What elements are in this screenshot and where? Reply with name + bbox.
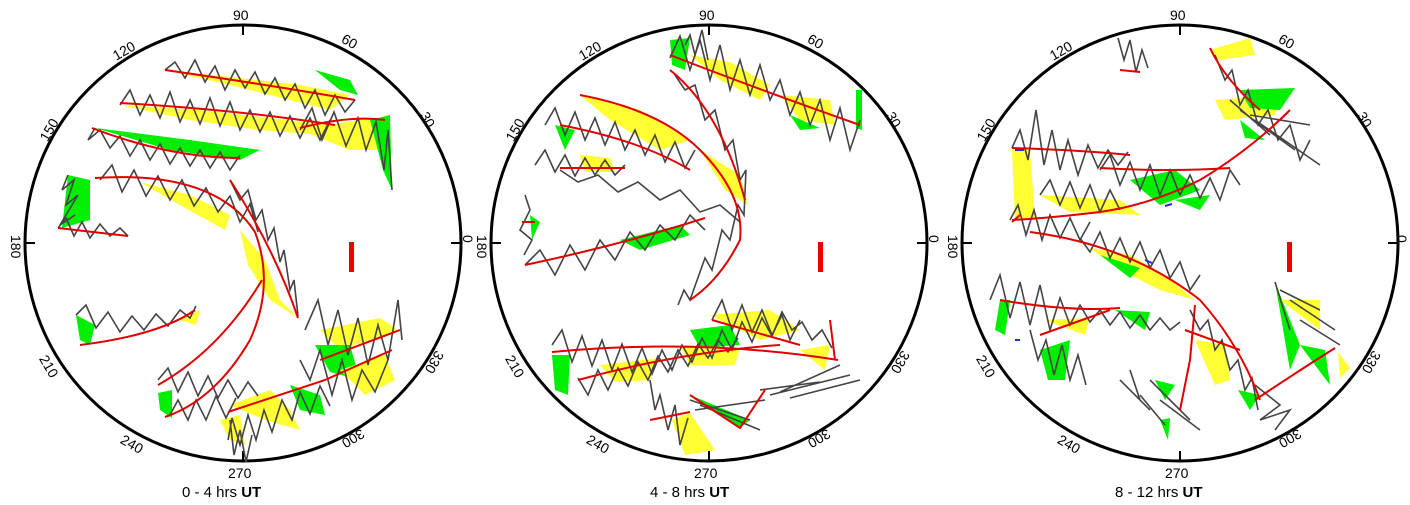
track-lines (522, 54, 861, 430)
label-270: 270 (1165, 465, 1189, 481)
tick-marks (962, 25, 1398, 461)
label-330: 330 (1359, 348, 1385, 376)
panel-caption: 8 - 12 hrs UT (1115, 484, 1203, 501)
label-300: 300 (1276, 426, 1304, 452)
label-90: 90 (699, 7, 715, 23)
polar-ring (960, 23, 1400, 463)
label-60: 60 (805, 30, 827, 52)
label-0: 0 (1394, 235, 1410, 243)
degree-labels: 90 60 30 0 330 300 270 240 210 180 150 1… (474, 7, 942, 481)
label-30: 30 (1354, 109, 1376, 131)
label-270: 270 (228, 465, 252, 481)
fills (62, 70, 398, 445)
label-300: 300 (339, 426, 367, 452)
label-90: 90 (233, 7, 249, 23)
scale-bar (1287, 242, 1292, 272)
label-60: 60 (1276, 30, 1298, 52)
fluctuation-traces (57, 58, 403, 463)
label-0: 0 (460, 235, 476, 243)
label-30: 30 (417, 109, 439, 131)
panel-0-4ut: 90 60 30 0 330 300 270 240 210 180 150 1… (8, 7, 476, 501)
label-30: 30 (883, 109, 905, 131)
label-60: 60 (339, 30, 361, 52)
label-330: 330 (422, 348, 448, 376)
label-270: 270 (694, 465, 718, 481)
degree-labels: 90 60 30 0 330 300 270 240 210 180 150 1… (945, 7, 1410, 481)
label-180: 180 (474, 235, 490, 259)
label-120: 120 (110, 38, 138, 64)
label-180: 180 (945, 235, 961, 259)
fluctuation-traces (519, 29, 861, 446)
scale-bar (349, 242, 354, 272)
label-120: 120 (1047, 38, 1075, 64)
panel-caption: 4 - 8 hrs UT (650, 484, 729, 501)
label-120: 120 (576, 38, 604, 64)
panel-4-8ut: 90 60 30 0 330 300 270 240 210 180 150 1… (474, 7, 942, 501)
panel-8-12ut: 90 60 30 0 330 300 270 240 210 180 150 1… (945, 7, 1410, 501)
tick-marks (491, 25, 927, 461)
label-90: 90 (1170, 7, 1186, 23)
label-330: 330 (888, 348, 914, 376)
track-lines (57, 69, 401, 418)
track-lines (999, 47, 1336, 411)
label-300: 300 (805, 426, 833, 452)
fills (995, 38, 1350, 440)
scale-bar (818, 242, 823, 272)
label-150: 150 (973, 115, 999, 143)
tick-marks (25, 25, 461, 461)
panel-caption: 0 - 4 hrs UT (182, 484, 261, 501)
label-0: 0 (926, 235, 942, 243)
label-150: 150 (502, 115, 528, 143)
label-180: 180 (8, 235, 24, 259)
label-150: 150 (36, 115, 62, 143)
blue-marks (1015, 149, 1173, 341)
